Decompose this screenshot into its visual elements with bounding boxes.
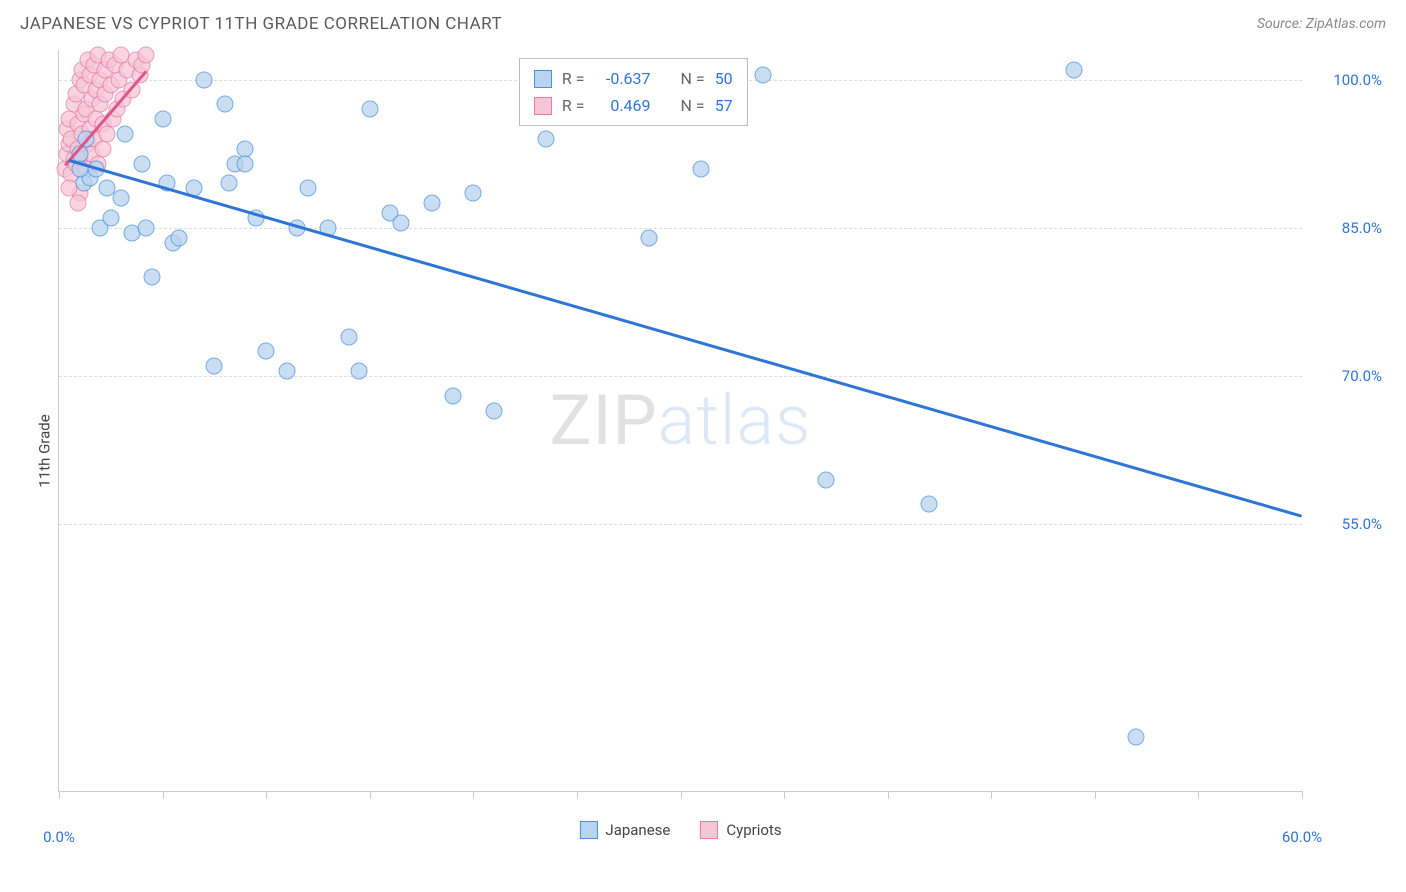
plot-area: ZIPatlas JapaneseCypriots 55.0%70.0%85.0… — [58, 50, 1302, 792]
trend-line — [69, 159, 1302, 517]
xtick — [473, 791, 474, 799]
gridline-h — [59, 228, 1302, 229]
legend-swatch — [534, 97, 552, 115]
scatter-point — [133, 155, 150, 172]
legend-row: R =0.469N =57 — [534, 92, 733, 119]
source-label: Source: ZipAtlas.com — [1257, 16, 1386, 32]
scatter-point — [486, 402, 503, 419]
y-axis-label: 11th Grade — [36, 414, 54, 487]
xtick — [1095, 791, 1096, 799]
scatter-point — [138, 46, 155, 63]
chart-area: 11th Grade ZIPatlas JapaneseCypriots 55.… — [38, 50, 1392, 852]
scatter-point — [154, 111, 171, 128]
scatter-point — [69, 195, 86, 212]
watermark: ZIPatlas — [550, 380, 812, 462]
legend-bottom: Japanese Cypriots — [579, 821, 781, 839]
scatter-point — [237, 155, 254, 172]
gridline-h — [59, 524, 1302, 525]
xtick-label: 0.0% — [43, 828, 75, 846]
legend-swatch — [700, 821, 718, 839]
xtick — [681, 791, 682, 799]
xtick — [577, 791, 578, 799]
xtick-label: 60.0% — [1282, 828, 1322, 846]
legend-stats: R =-0.637N =50R =0.469N =57 — [519, 58, 748, 126]
scatter-point — [465, 185, 482, 202]
scatter-point — [144, 269, 161, 286]
scatter-point — [94, 140, 111, 157]
scatter-point — [921, 496, 938, 513]
scatter-point — [1066, 61, 1083, 78]
xtick — [991, 791, 992, 799]
scatter-point — [1128, 728, 1145, 745]
xtick — [1302, 791, 1303, 799]
legend-label: Cypriots — [726, 821, 781, 839]
xtick — [163, 791, 164, 799]
scatter-point — [351, 363, 368, 380]
scatter-point — [138, 219, 155, 236]
xtick — [266, 791, 267, 799]
legend-row: R =-0.637N =50 — [534, 65, 733, 92]
scatter-point — [641, 229, 658, 246]
scatter-point — [392, 214, 409, 231]
xtick — [1198, 791, 1199, 799]
ytick-label: 85.0% — [1312, 219, 1382, 237]
scatter-point — [258, 343, 275, 360]
xtick — [888, 791, 889, 799]
scatter-point — [361, 101, 378, 118]
xtick — [784, 791, 785, 799]
legend-item: Japanese — [579, 821, 670, 839]
gridline-h — [59, 376, 1302, 377]
scatter-point — [98, 125, 115, 142]
scatter-point — [206, 358, 223, 375]
ytick-label: 55.0% — [1312, 515, 1382, 533]
legend-swatch — [579, 821, 597, 839]
scatter-point — [817, 471, 834, 488]
scatter-point — [537, 130, 554, 147]
scatter-point — [220, 175, 237, 192]
scatter-point — [278, 363, 295, 380]
scatter-point — [341, 328, 358, 345]
ytick-label: 100.0% — [1312, 71, 1382, 89]
scatter-point — [102, 209, 119, 226]
chart-title: JAPANESE VS CYPRIOT 11TH GRADE CORRELATI… — [20, 14, 502, 34]
scatter-point — [216, 96, 233, 113]
legend-swatch — [534, 70, 552, 88]
xtick — [59, 791, 60, 799]
scatter-point — [693, 160, 710, 177]
scatter-point — [423, 195, 440, 212]
scatter-point — [196, 71, 213, 88]
scatter-point — [299, 180, 316, 197]
legend-label: Japanese — [605, 821, 670, 839]
xtick — [370, 791, 371, 799]
scatter-point — [444, 387, 461, 404]
scatter-point — [113, 190, 130, 207]
scatter-point — [755, 66, 772, 83]
ytick-label: 70.0% — [1312, 367, 1382, 385]
legend-item: Cypriots — [700, 821, 781, 839]
scatter-point — [171, 229, 188, 246]
scatter-point — [117, 125, 134, 142]
